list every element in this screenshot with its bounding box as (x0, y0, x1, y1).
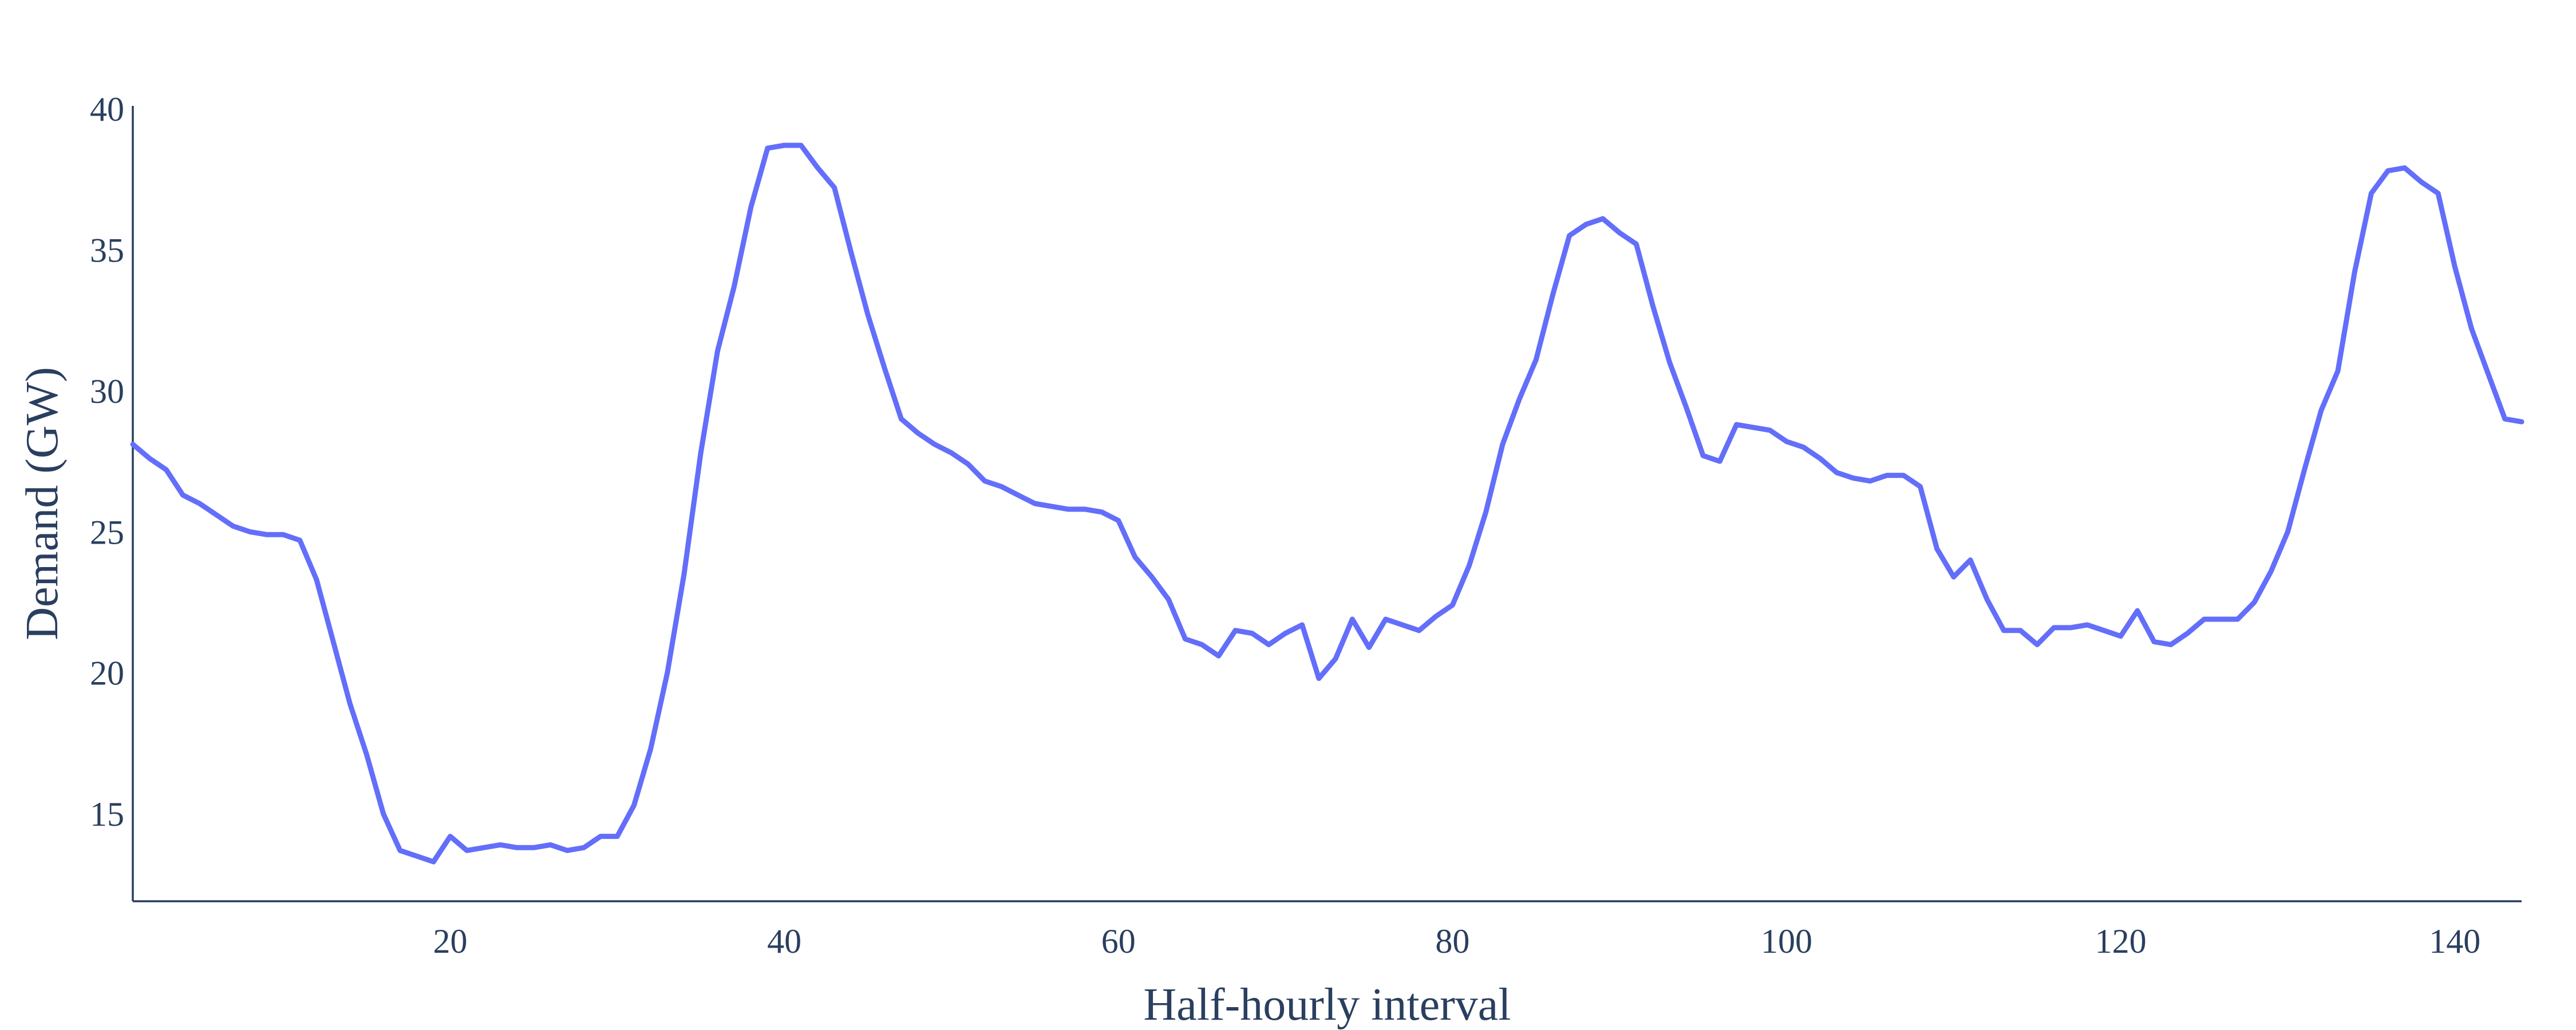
x-tick-label: 40 (767, 922, 801, 960)
x-tick-label: 100 (1761, 922, 1812, 960)
x-tick-label: 60 (1101, 922, 1136, 960)
x-tick-label: 80 (1435, 922, 1469, 960)
x-tick-label: 140 (2429, 922, 2480, 960)
y-tick-label: 40 (90, 90, 124, 128)
x-axis-title: Half-hourly interval (1144, 980, 1511, 1030)
demand-series-line (130, 142, 2524, 865)
x-tick-label: 120 (2095, 922, 2147, 960)
series-layer (130, 142, 2524, 865)
x-tick-label: 20 (433, 922, 467, 960)
y-tick-label: 30 (90, 373, 124, 410)
y-tick-label: 35 (90, 231, 124, 269)
y-tick-label: 20 (90, 655, 124, 692)
y-axis-ticks: 15 20 25 30 35 40 (90, 90, 124, 833)
y-axis-title: Demand (GW) (17, 367, 68, 640)
y-tick-label: 25 (90, 513, 124, 551)
y-tick-label: 15 (90, 795, 124, 833)
x-axis-ticks: 20 40 60 80 100 120 140 (433, 922, 2480, 960)
